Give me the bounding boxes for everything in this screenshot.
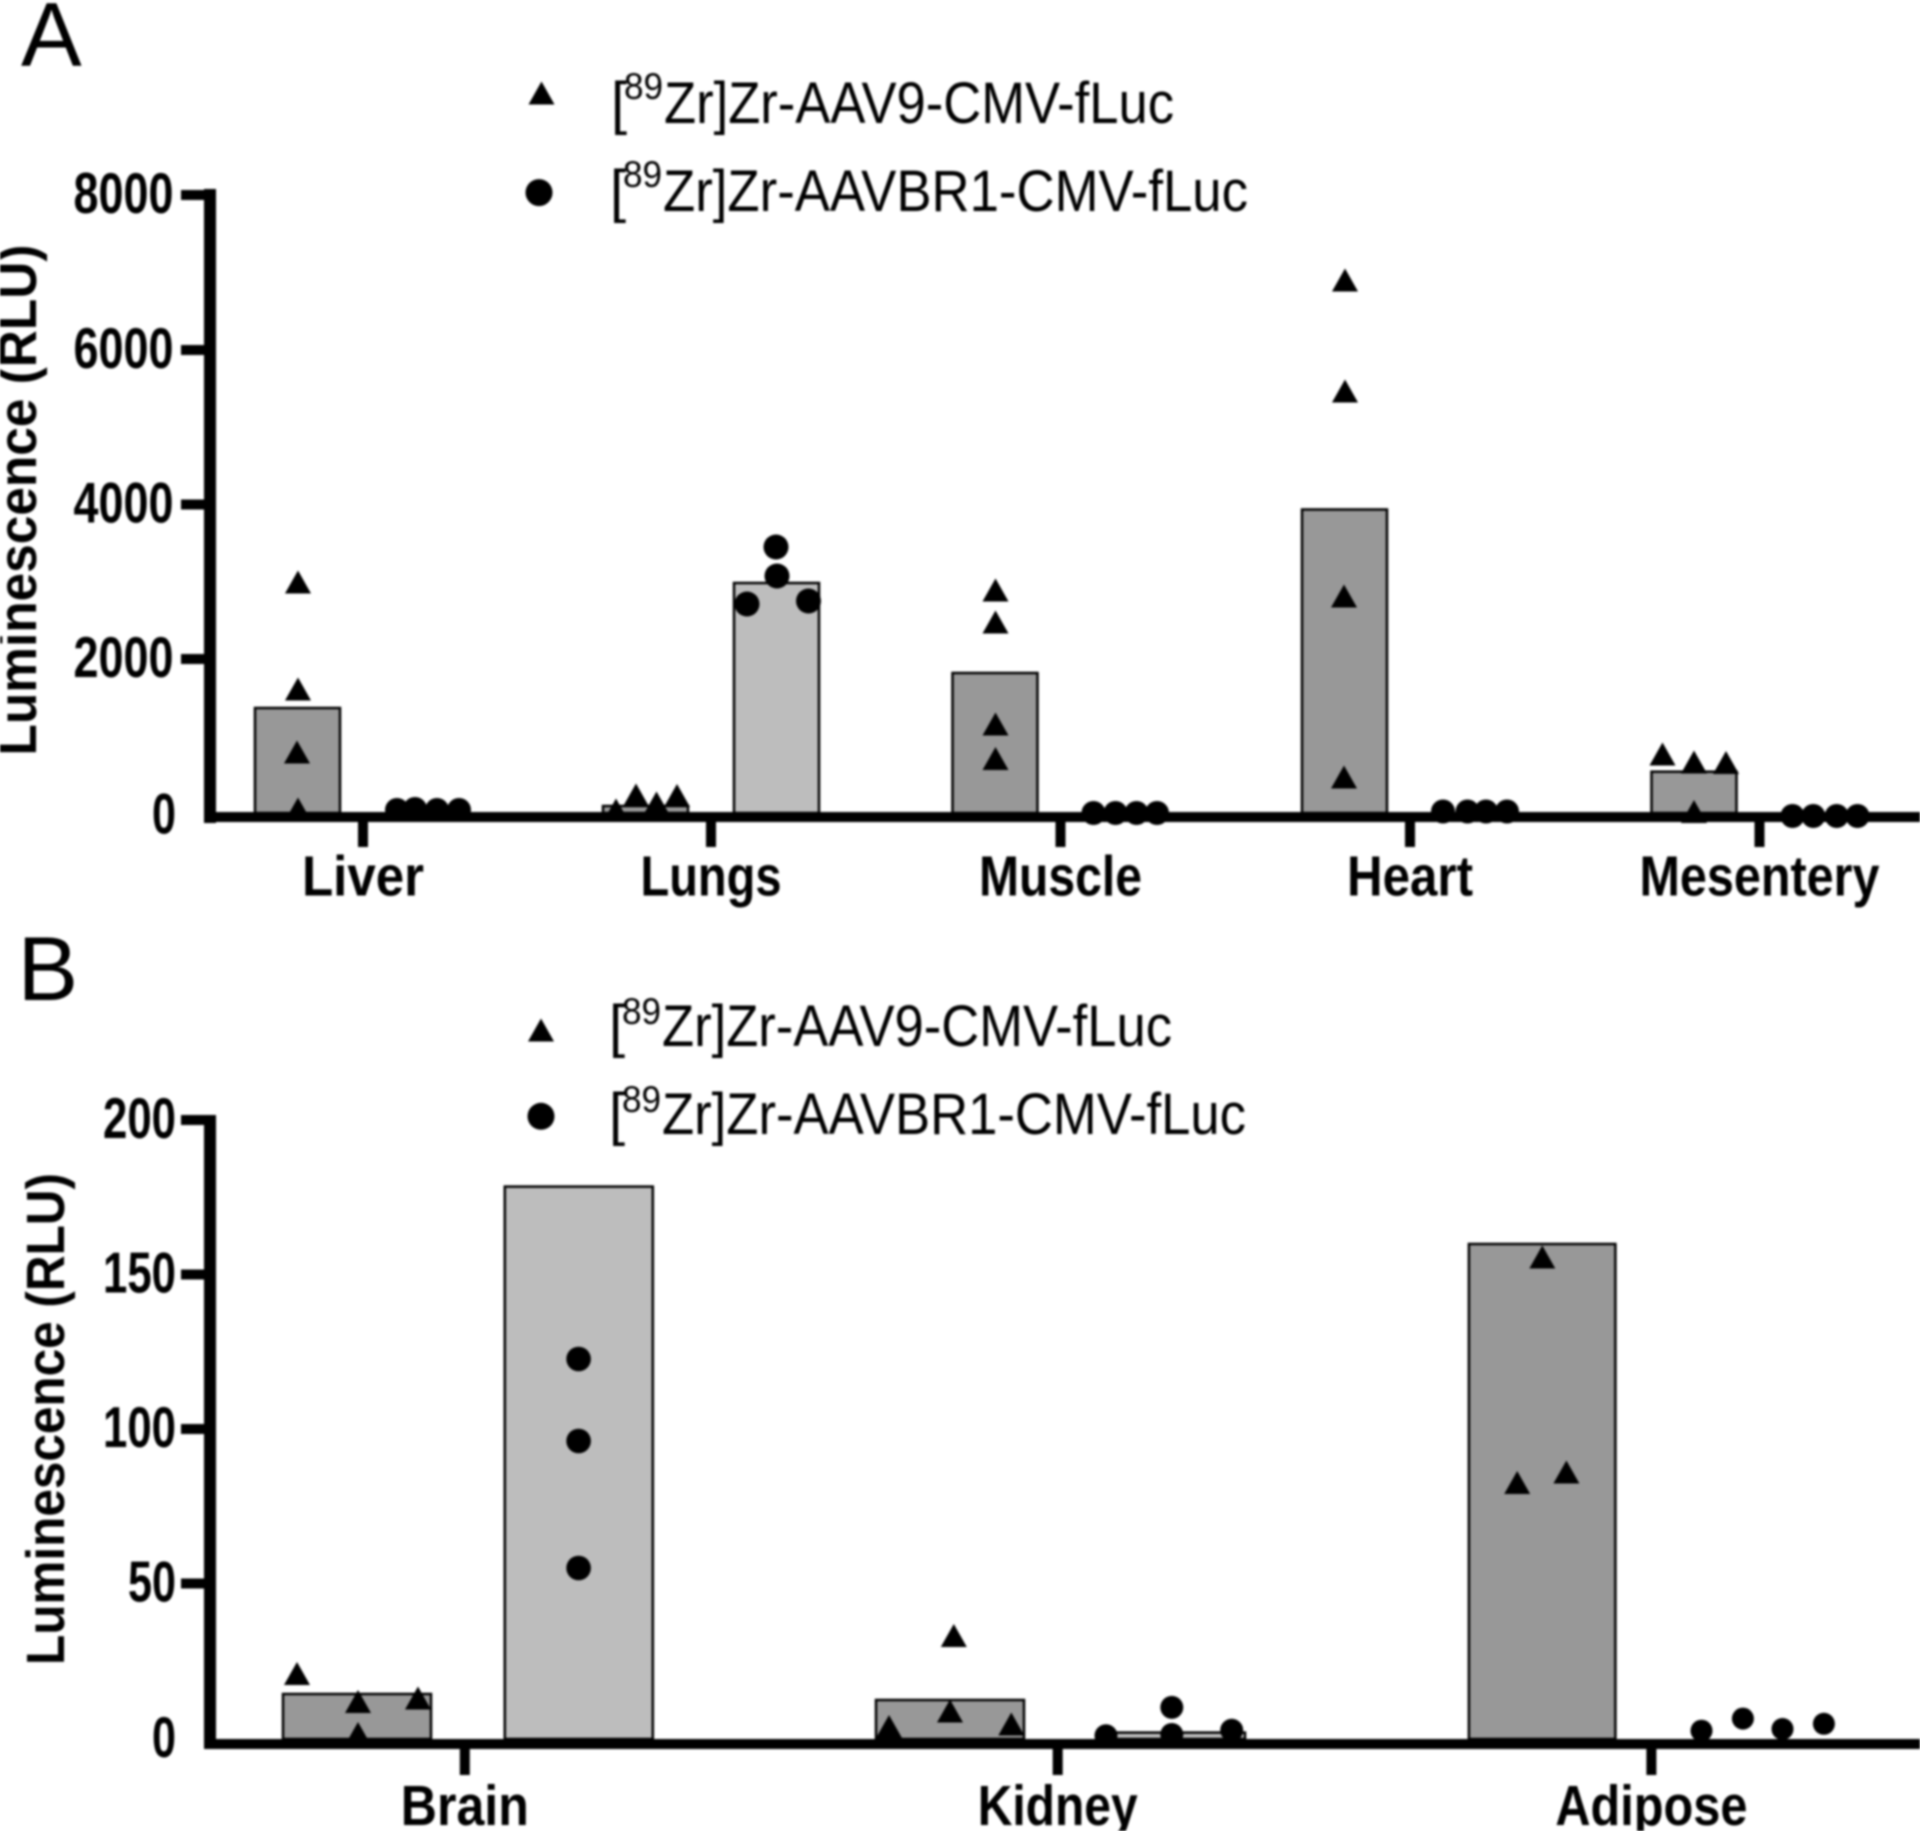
svg-text:Luminescence (RLU): Luminescence (RLU) — [0, 245, 48, 756]
svg-text:89: 89 — [624, 66, 663, 107]
svg-text:0: 0 — [152, 783, 176, 847]
svg-text:Liver: Liver — [302, 845, 424, 909]
svg-text:2000: 2000 — [74, 626, 174, 690]
svg-text:Brain: Brain — [401, 1774, 529, 1831]
svg-text:50: 50 — [128, 1551, 176, 1615]
svg-text:8000: 8000 — [74, 162, 174, 226]
svg-text:0: 0 — [152, 1706, 176, 1770]
svg-text:Lungs: Lungs — [641, 845, 782, 909]
svg-text:6000: 6000 — [74, 317, 174, 381]
svg-text:89: 89 — [622, 1079, 661, 1120]
svg-text:Adipose: Adipose — [1555, 1774, 1747, 1831]
svg-text:B: B — [18, 919, 79, 1020]
svg-text:Zr]Zr-AAV9-CMV-fLuc: Zr]Zr-AAV9-CMV-fLuc — [664, 71, 1174, 136]
svg-text:Luminescence (RLU): Luminescence (RLU) — [16, 1173, 76, 1665]
svg-text:Zr]Zr-AAVBR1-CMV-fLuc: Zr]Zr-AAVBR1-CMV-fLuc — [662, 1082, 1246, 1147]
svg-text:89: 89 — [622, 991, 661, 1032]
svg-text:[: [ — [610, 159, 626, 224]
svg-text:Heart: Heart — [1347, 845, 1473, 909]
svg-text:Mesentery: Mesentery — [1640, 845, 1880, 909]
svg-text:Muscle: Muscle — [979, 845, 1142, 909]
svg-text:Kidney: Kidney — [978, 1774, 1138, 1831]
svg-text:Zr]Zr-AAV9-CMV-fLuc: Zr]Zr-AAV9-CMV-fLuc — [662, 994, 1172, 1059]
svg-text:[: [ — [609, 994, 625, 1059]
svg-text:200: 200 — [103, 1087, 176, 1151]
svg-text:4000: 4000 — [74, 472, 174, 536]
svg-text:100: 100 — [103, 1396, 176, 1460]
svg-text:150: 150 — [103, 1242, 176, 1306]
svg-text:[: [ — [611, 71, 627, 136]
svg-text:89: 89 — [623, 154, 662, 195]
svg-text:A: A — [21, 0, 82, 86]
svg-text:[: [ — [609, 1082, 625, 1147]
svg-text:Zr]Zr-AAVBR1-CMV-fLuc: Zr]Zr-AAVBR1-CMV-fLuc — [663, 159, 1248, 224]
